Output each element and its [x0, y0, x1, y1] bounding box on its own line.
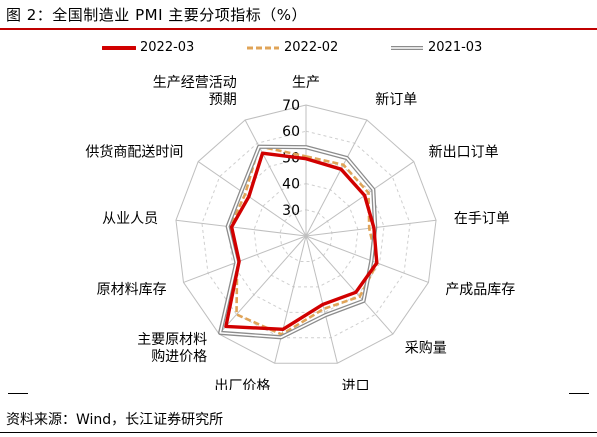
axis-label-9: 原材料库存: [97, 282, 167, 298]
legend-item-0: 2022-03: [102, 40, 194, 55]
legend-label-1: 2022-02: [284, 40, 339, 55]
axis-label-10-line-0: 从业人员: [102, 211, 158, 227]
axis-label-12-line-0: 生产经营活动: [153, 75, 237, 91]
radial-tick-label-4: 70: [282, 98, 300, 114]
series-2-inner: [219, 145, 376, 339]
spoke-6: [305, 235, 338, 364]
footer-divider-right: [569, 393, 589, 394]
axis-label-5-line-0: 采购量: [405, 341, 447, 357]
footer-divider-left: [8, 393, 28, 394]
axis-label-11: 供货商配送时间: [85, 143, 183, 160]
spoke-10: [175, 219, 307, 237]
axis-label-12-line-1: 预期: [209, 92, 237, 108]
spoke-1: [305, 119, 368, 237]
spoke-3: [305, 219, 437, 237]
radial-tick-label-3: 60: [282, 124, 300, 140]
legend-item-1: 2022-02: [246, 40, 338, 55]
axis-label-2-line-0: 新出口订单: [429, 144, 499, 160]
legend-swatch-0: [102, 45, 136, 50]
legend-label-0: 2022-03: [140, 40, 195, 55]
title-divider: [0, 28, 597, 30]
axis-label-7: 出厂价格: [214, 379, 270, 390]
radial-tick-label-0: 30: [282, 203, 300, 219]
axis-label-11-line-0: 供货商配送时间: [85, 143, 183, 160]
spoke-5: [305, 235, 394, 335]
chart-title: 图 2：全国制造业 PMI 主要分项指标（%）: [6, 6, 308, 24]
grid-ring-4: [201, 130, 411, 339]
axis-label-2: 新出口订单: [429, 144, 499, 160]
source-divider: [0, 432, 597, 433]
spoke-2: [305, 161, 415, 237]
axis-label-1: 新订单: [375, 92, 417, 108]
axis-label-5: 采购量: [405, 341, 447, 357]
spoke-8: [218, 235, 307, 335]
legend: 2022-03 2022-02 2021-03: [0, 40, 597, 58]
legend-swatch-1: [247, 46, 279, 49]
axis-label-8-line-1: 购进价格: [151, 349, 207, 365]
spoke-12: [244, 119, 307, 237]
axis-label-3-line-0: 在手订单: [454, 211, 510, 227]
axis-label-4-line-0: 产成品库存: [445, 282, 515, 298]
legend-swatch-2: [391, 45, 423, 50]
axis-label-6-line-0: 进口: [342, 379, 370, 390]
axis-label-8-line-0: 主要原材料: [137, 332, 207, 348]
axis-label-12: 生产经营活动预期: [153, 75, 237, 108]
axis-label-0: 生产: [292, 75, 320, 91]
series-1-line: [228, 144, 379, 336]
spoke-11: [197, 161, 307, 237]
legend-item-2: 2021-03: [390, 40, 482, 55]
radar-chart: 3040506070生产新订单新出口订单在手订单产成品库存采购量进口出厂价格主要…: [85, 75, 515, 395]
radar-chart-area: 30 40 50 60 70 生产 新订单 新出口订单 在手订单 产成品库存 采购量 进口 出厂价格 主要…: [0, 60, 597, 395]
source-note: 资料来源：Wind，长江证券研究所: [6, 412, 224, 428]
axis-label-1-line-0: 新订单: [375, 92, 417, 108]
axis-label-6: 进口: [342, 379, 370, 390]
radial-tick-label-1: 40: [282, 177, 300, 193]
series-0-line: [224, 151, 379, 332]
grid-ring-5: [175, 104, 437, 364]
spoke-9: [183, 235, 307, 283]
axis-label-8: 主要原材料购进价格: [137, 332, 207, 365]
axis-label-0-line-0: 生产: [292, 75, 320, 91]
grid-ring-2: [253, 183, 359, 288]
axis-label-4: 产成品库存: [445, 282, 515, 298]
axis-label-3: 在手订单: [454, 211, 510, 227]
spoke-7: [274, 235, 307, 364]
legend-label-2: 2021-03: [428, 40, 483, 55]
axis-label-9-line-0: 原材料库存: [97, 282, 167, 298]
spoke-4: [305, 235, 429, 283]
axis-label-10: 从业人员: [102, 211, 158, 227]
axis-label-7-line-0: 出厂价格: [214, 379, 270, 390]
